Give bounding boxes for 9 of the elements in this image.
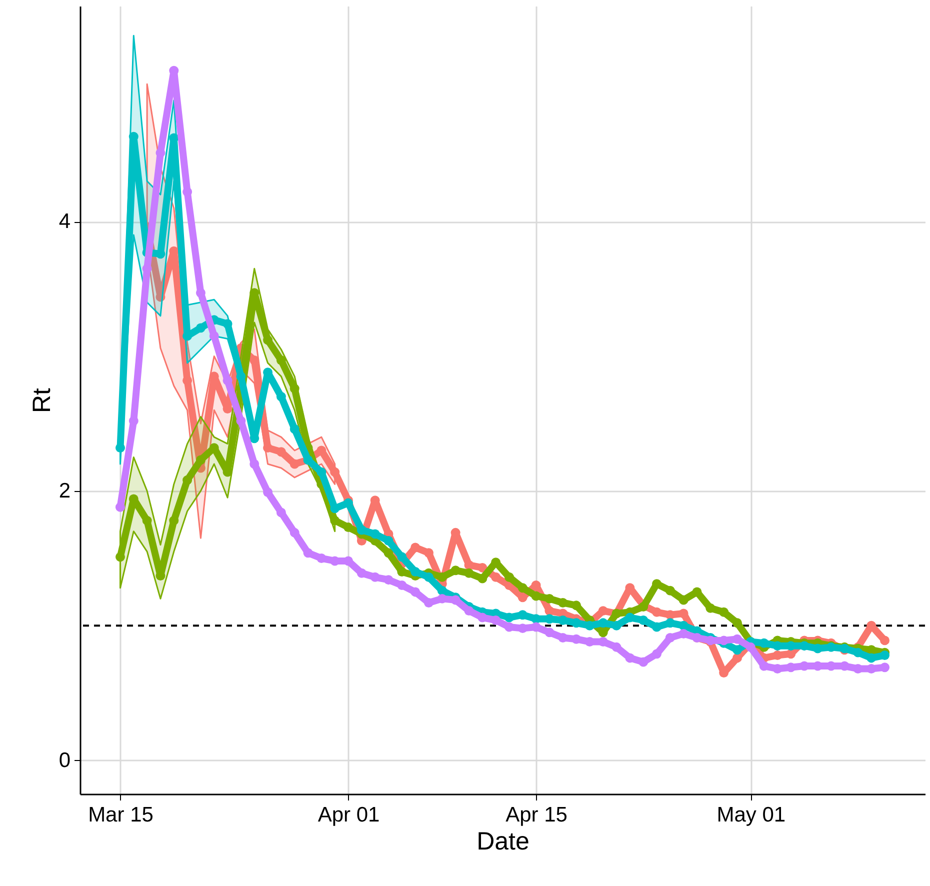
y-axis-title: Rt	[28, 388, 56, 413]
y-tick-label: 0	[58, 748, 70, 772]
y-tick-label: 4	[58, 210, 71, 234]
y-tick-label: 2	[58, 479, 70, 502]
x-tick-label: Apr 01	[318, 804, 380, 826]
x-tick-label: May 01	[716, 804, 786, 826]
x-tick-label: Mar 15	[88, 804, 154, 826]
x-axis-title: Date	[476, 828, 530, 856]
x-tick-label: Apr 15	[506, 804, 568, 826]
